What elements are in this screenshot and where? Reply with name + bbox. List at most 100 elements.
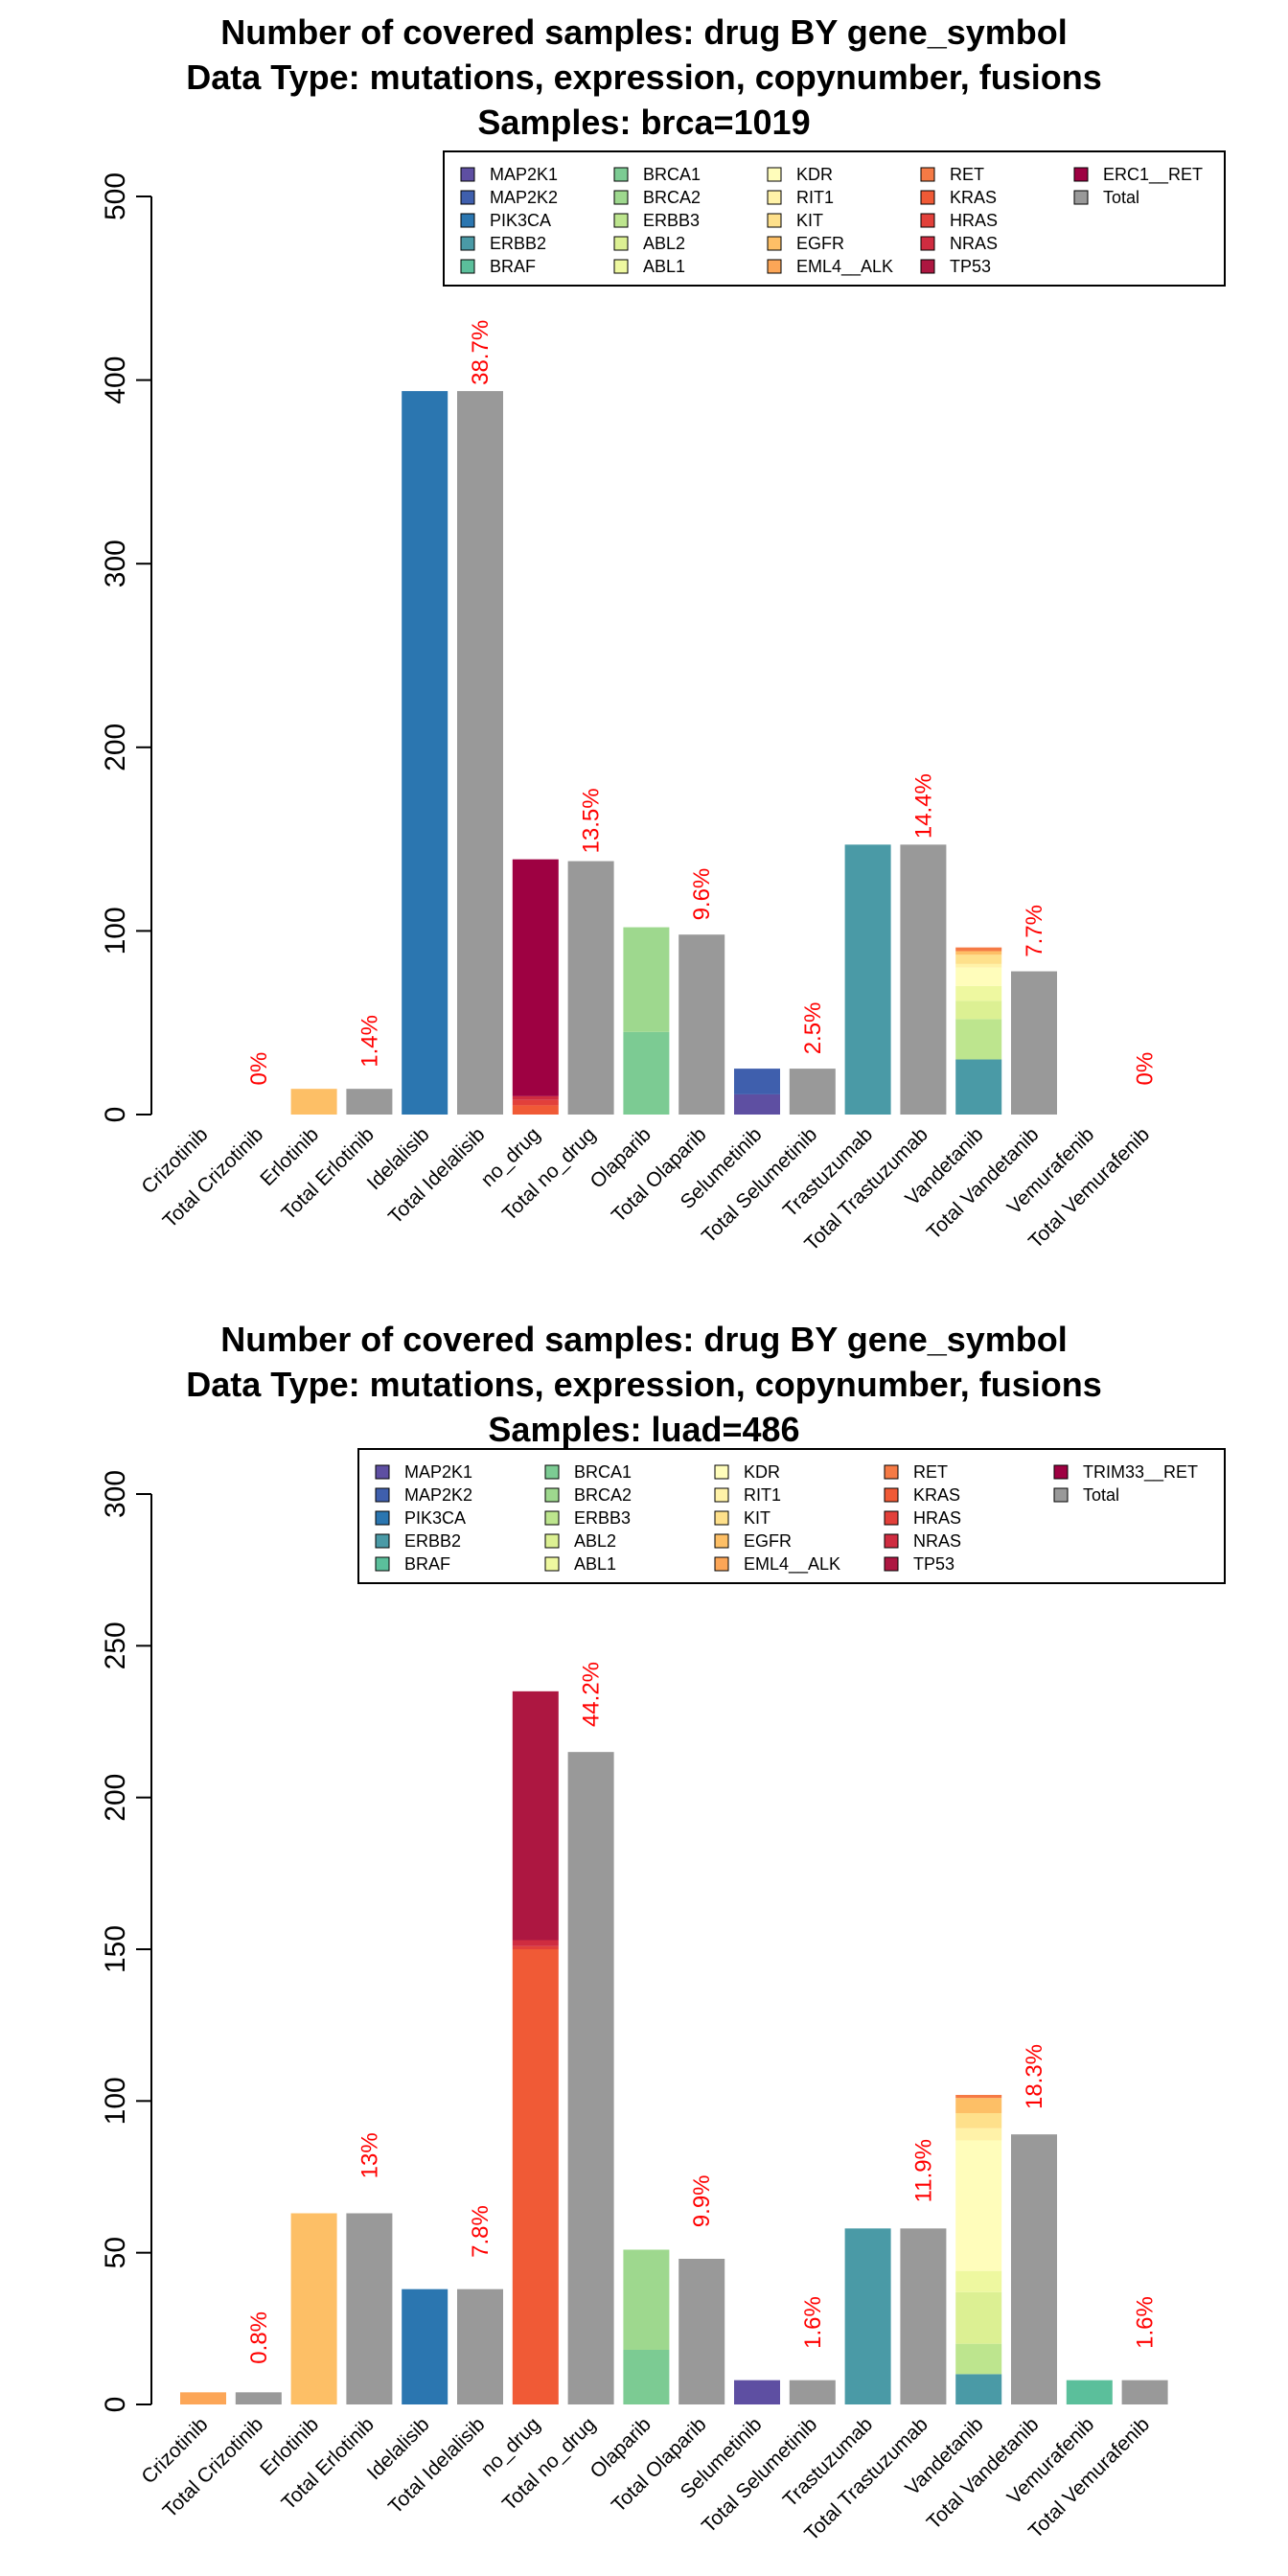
legend: MAP2K1 MAP2K2 PIK3CA ERBB2 BRAF BRCA1 BRCA2 ERB… — [357, 1448, 1226, 1584]
bar-segment-rit1 — [955, 963, 1002, 968]
legend-entry: EGFR — [796, 234, 844, 253]
legend-entry: RET — [950, 165, 984, 184]
legend-entry: KIT — [796, 211, 823, 230]
bar-segment-erbb2 — [844, 844, 891, 1115]
legend-swatch — [767, 167, 782, 182]
bar-segment-tp53 — [512, 1690, 559, 1941]
bar-segment-abl2 — [955, 2291, 1002, 2344]
legend-swatch — [375, 1464, 390, 1480]
y-tick-label: 50 — [100, 2237, 131, 2268]
y-tick-label: 500 — [100, 172, 131, 220]
bar-segment-total — [567, 1752, 614, 2404]
legend-swatch — [714, 1464, 729, 1480]
legend-swatch — [920, 167, 935, 182]
legend-swatch — [375, 1487, 390, 1503]
percent-label: 1.4% — [356, 1015, 382, 1068]
legend-swatch — [613, 213, 629, 228]
bar-segment-kdr — [955, 2140, 1002, 2271]
bar-segment-total — [1011, 2134, 1057, 2404]
legend-entry: NRAS — [913, 1531, 961, 1551]
bar-segment-erbb3 — [955, 1019, 1002, 1060]
legend-entry: BRCA1 — [574, 1462, 632, 1482]
bar-segment-erc1-ret — [512, 859, 559, 1096]
percent-label: 7.8% — [468, 2205, 494, 2258]
bar-segment-total — [567, 861, 614, 1115]
bar-segment-erbb2 — [844, 2228, 891, 2404]
bar-segment-erbb2 — [955, 2374, 1002, 2404]
x-tick-label: Total Idelalisib — [384, 1123, 490, 1229]
legend-swatch — [714, 1487, 729, 1503]
legend-swatch — [714, 1533, 729, 1549]
bar-segment-ret — [955, 947, 1002, 952]
legend-entry: BRAF — [490, 257, 536, 276]
legend-swatch — [1053, 1464, 1069, 1480]
bar-segment-abl2 — [955, 1000, 1002, 1020]
bar-segment-egfr — [955, 951, 1002, 955]
legend-entry: ERBB2 — [490, 234, 546, 253]
legend-swatch — [920, 236, 935, 251]
legend-swatch — [920, 259, 935, 274]
percent-label: 7.7% — [1022, 905, 1047, 957]
percent-label: 11.9% — [910, 2139, 936, 2202]
legend-entry: ABL2 — [574, 1531, 616, 1551]
bar-segment-brca2 — [623, 2249, 670, 2350]
bar-segment-abl1 — [955, 2270, 1002, 2292]
legend-swatch — [613, 259, 629, 274]
y-tick-label: 0 — [100, 1107, 131, 1123]
bar-segment-egfr — [290, 1089, 337, 1115]
legend-entry: RET — [913, 1462, 948, 1482]
bar-segment-map2k2 — [734, 1069, 780, 1094]
legend-swatch — [767, 259, 782, 274]
legend-entry: BRCA2 — [574, 1485, 632, 1505]
bar-segment-erbb3 — [955, 2343, 1002, 2375]
bar-segment-rit1 — [955, 2128, 1002, 2141]
legend-swatch — [767, 190, 782, 205]
legend-swatch — [544, 1510, 560, 1526]
percent-label: 9.9% — [689, 2174, 715, 2227]
bar-segment-total — [789, 1069, 836, 1115]
legend-entry: TP53 — [950, 257, 991, 276]
legend-entry: ABL2 — [643, 234, 685, 253]
percent-label: 0.8% — [246, 2312, 272, 2364]
legend-entry: KRAS — [913, 1485, 960, 1505]
bar-segment-braf — [1066, 2380, 1113, 2404]
bar-segment-kras — [512, 1949, 559, 2404]
legend-entry: BRAF — [404, 1554, 450, 1574]
legend-entry: PIK3CA — [490, 211, 551, 230]
percent-label: 38.7% — [468, 320, 494, 385]
bar-segment-brca1 — [623, 2350, 670, 2404]
legend-entry: EML4__ALK — [796, 257, 893, 277]
y-tick-label: 100 — [100, 907, 131, 954]
y-tick-label: 250 — [100, 1622, 131, 1669]
chart-title-line-3: Samples: luad=486 — [488, 1410, 799, 1449]
legend-entry: MAP2K2 — [404, 1485, 472, 1505]
y-tick-label: 100 — [100, 2077, 131, 2125]
legend-entry: ERC1__RET — [1103, 165, 1203, 185]
legend-swatch — [375, 1556, 390, 1572]
x-tick-label: Total Olaparib — [608, 1123, 711, 1227]
legend-swatch — [375, 1510, 390, 1526]
bar-segment-brca2 — [623, 927, 670, 1032]
legend-entry: ABL1 — [574, 1554, 616, 1574]
bar-segment-map2k1 — [734, 1093, 780, 1115]
legend-entry: BRCA1 — [643, 165, 701, 184]
bar-segment-total — [678, 2259, 725, 2404]
bar-segment-total — [457, 2288, 503, 2404]
legend-swatch — [884, 1556, 899, 1572]
percent-label: 1.6% — [1133, 2296, 1159, 2349]
legend-entry: PIK3CA — [404, 1508, 466, 1528]
legend-entry: EML4__ALK — [744, 1554, 840, 1575]
percent-label: 13.5% — [579, 788, 605, 853]
bar-segment-map2k1 — [734, 2380, 780, 2404]
legend-entry: Total — [1103, 188, 1139, 207]
legend-swatch — [767, 236, 782, 251]
legend-swatch — [613, 167, 629, 182]
bar-segment-ret — [955, 2095, 1002, 2099]
bar-segment-eml4-alk — [180, 2392, 226, 2404]
legend-entry: TRIM33__RET — [1083, 1462, 1198, 1483]
legend-entry: RIT1 — [796, 188, 834, 207]
x-tick-label: Total Crizotinib — [159, 1123, 268, 1232]
legend-swatch — [884, 1510, 899, 1526]
bar-segment-total — [900, 844, 947, 1115]
